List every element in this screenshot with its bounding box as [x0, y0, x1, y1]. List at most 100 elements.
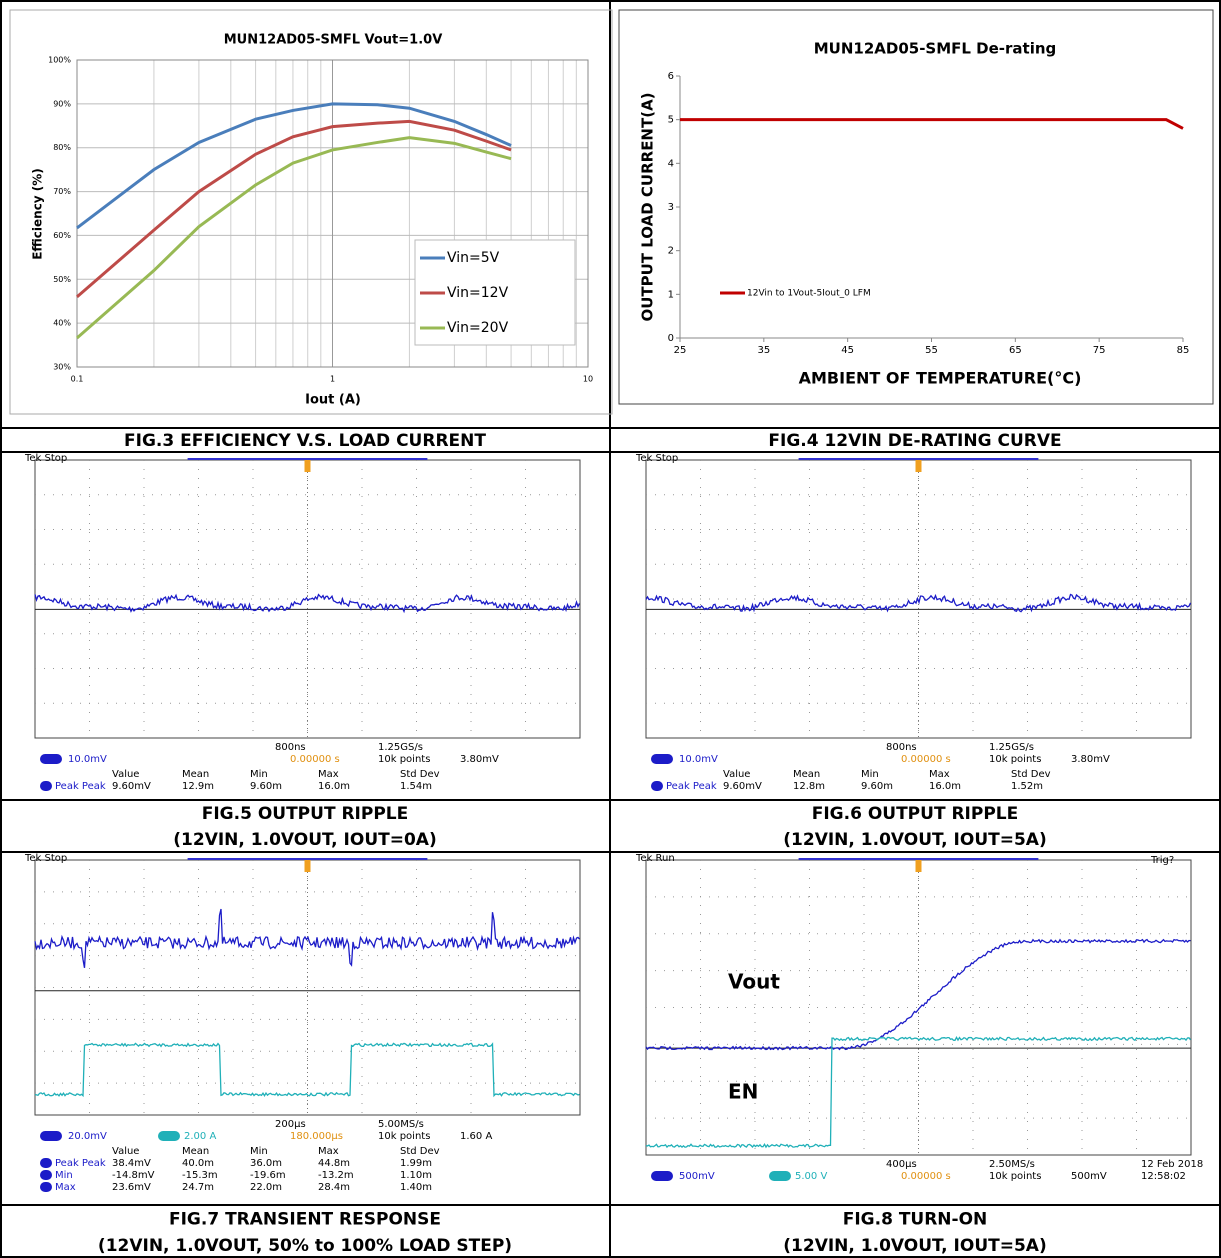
page: MUN12AD05-SMFL Vout=1.0VIout (A)Efficien…: [0, 0, 1221, 1258]
meas-badge: [40, 781, 52, 791]
measurement-value: Peak Peak: [55, 781, 106, 792]
measurement-value: Min: [55, 1170, 73, 1181]
ch1-badge: [40, 1131, 62, 1141]
caption-line: FIG.3 EFFICIENCY V.S. LOAD CURRENT: [124, 431, 486, 451]
measurement-value: 24.7m: [182, 1182, 214, 1193]
meas-badge: [40, 1158, 52, 1168]
ch1-scale: 20.0mV: [68, 1131, 107, 1142]
scope-screen: Tek Stop10.0mV800ns1.25GS/s0.00000 s10k …: [24, 453, 580, 792]
measurement-header: Mean: [182, 1146, 209, 1157]
y-axis-label: Efficiency (%): [31, 168, 45, 260]
series-line: [680, 120, 1183, 129]
measurement-header: Mean: [182, 769, 209, 780]
y-tick-label: 50%: [53, 275, 71, 284]
trigger-marker: [916, 460, 922, 472]
measurement-value: 1.99m: [400, 1158, 432, 1169]
chart-title: MUN12AD05-SMFL De-rating: [814, 40, 1057, 58]
y-tick-label: 6: [668, 71, 674, 82]
ch2-scale: 5.00 V: [795, 1171, 827, 1182]
ch1-badge: [651, 1171, 673, 1181]
measurement-value: 1.52m: [1011, 781, 1043, 792]
measurement-header: Std Dev: [400, 769, 440, 780]
measurement-value: 36.0m: [250, 1158, 282, 1169]
measurement-value: 9.60mV: [723, 781, 762, 792]
measurement-value: -14.8mV: [112, 1170, 155, 1181]
caption-line: (12VIN, 1.0VOUT, IOUT=5A): [783, 830, 1046, 850]
x-tick-label: 75: [1093, 345, 1106, 356]
legend-label: Vin=12V: [447, 285, 509, 301]
meas-badge: [40, 1170, 52, 1180]
measurement-header: Value: [112, 1146, 139, 1157]
ch1-scale: 10.0mV: [68, 754, 107, 765]
timebase: 800ns: [886, 742, 917, 753]
measurement-value: -19.6m: [250, 1170, 286, 1181]
sample-rate: 5.00MS/s: [378, 1119, 424, 1130]
caption-line: FIG.7 TRANSIENT RESPONSE: [169, 1209, 441, 1229]
measurement-header: Max: [929, 769, 950, 780]
measurement-header: Value: [723, 769, 750, 780]
trigger-level: 1.60 A: [460, 1131, 492, 1142]
measurement-header: Value: [112, 769, 139, 780]
measurement-value: 12.9m: [182, 781, 214, 792]
trigger-position: 0.00000 s: [901, 1171, 951, 1182]
x-axis-label: Iout (A): [305, 393, 361, 408]
ch1-scale: 10.0mV: [679, 754, 718, 765]
x-tick-label: 35: [757, 345, 770, 356]
measurement-header: Min: [250, 769, 268, 780]
trace-annotation: Vout: [728, 970, 780, 994]
ch1-badge: [40, 754, 62, 764]
x-tick-label: 45: [841, 345, 854, 356]
measurement-header: Mean: [793, 769, 820, 780]
y-tick-label: 4: [668, 158, 674, 169]
caption-line: (12VIN, 1.0VOUT, 50% to 100% LOAD STEP): [98, 1236, 512, 1256]
legend-label: Vin=5V: [447, 250, 500, 266]
trigger-level: 3.80mV: [460, 754, 499, 765]
measurement-value: 12.8m: [793, 781, 825, 792]
y-tick-label: 70%: [53, 187, 71, 196]
caption-line: FIG.4 12VIN DE-RATING CURVE: [768, 431, 1061, 451]
y-tick-label: 60%: [53, 231, 71, 240]
record-length: 10k points: [378, 754, 430, 765]
caption-line: (12VIN, 1.0VOUT, IOUT=0A): [173, 830, 436, 850]
measurement-value: 44.8m: [318, 1158, 350, 1169]
measurement-header: Max: [318, 1146, 339, 1157]
measurement-value: Peak Peak: [666, 781, 717, 792]
measurement-value: 16.0m: [318, 781, 350, 792]
x-tick-label: 55: [925, 345, 938, 356]
ch2-badge: [769, 1171, 791, 1181]
x-tick-label: 10: [583, 375, 593, 384]
y-axis-label: OUTPUT LOAD CURRENT(A): [639, 92, 657, 321]
x-tick-label: 1: [330, 375, 335, 384]
measurement-header: Std Dev: [400, 1146, 440, 1157]
measurement-value: 9.60m: [861, 781, 893, 792]
trigger-level: 3.80mV: [1071, 754, 1110, 765]
series-line: [77, 104, 511, 228]
trigger-marker: [305, 860, 311, 872]
timebase: 200µs: [275, 1119, 306, 1130]
legend-label: Vin=20V: [447, 320, 509, 336]
ch1-scale: 500mV: [679, 1171, 715, 1182]
scope-status: Tek Stop: [635, 453, 678, 464]
measurement-value: -13.2m: [318, 1170, 354, 1181]
caption-line: (12VIN, 1.0VOUT, IOUT=5A): [783, 1236, 1046, 1256]
caption-line: FIG.6 OUTPUT RIPPLE: [812, 804, 1019, 824]
measurement-value: 9.60m: [250, 781, 282, 792]
record-length: 10k points: [378, 1131, 430, 1142]
measurement-value: 16.0m: [929, 781, 961, 792]
measurement-value: 9.60mV: [112, 781, 151, 792]
measurement-header: Std Dev: [1011, 769, 1051, 780]
date: 12 Feb 2018: [1141, 1159, 1203, 1170]
sample-rate: 1.25GS/s: [378, 742, 423, 753]
meas-badge: [651, 781, 663, 791]
scope-status: Tek Stop: [24, 853, 67, 864]
measurement-header: Min: [861, 769, 879, 780]
trigger-position: 180.000µs: [290, 1131, 343, 1142]
timebase: 800ns: [275, 742, 306, 753]
measurement-header: Max: [318, 769, 339, 780]
measurement-value: Peak Peak: [55, 1158, 106, 1169]
y-tick-label: 5: [668, 115, 674, 126]
ch1-badge: [651, 754, 673, 764]
scope-screen: Tek Stop10.0mV800ns1.25GS/s0.00000 s10k …: [635, 453, 1191, 792]
y-tick-label: 1: [668, 289, 674, 300]
